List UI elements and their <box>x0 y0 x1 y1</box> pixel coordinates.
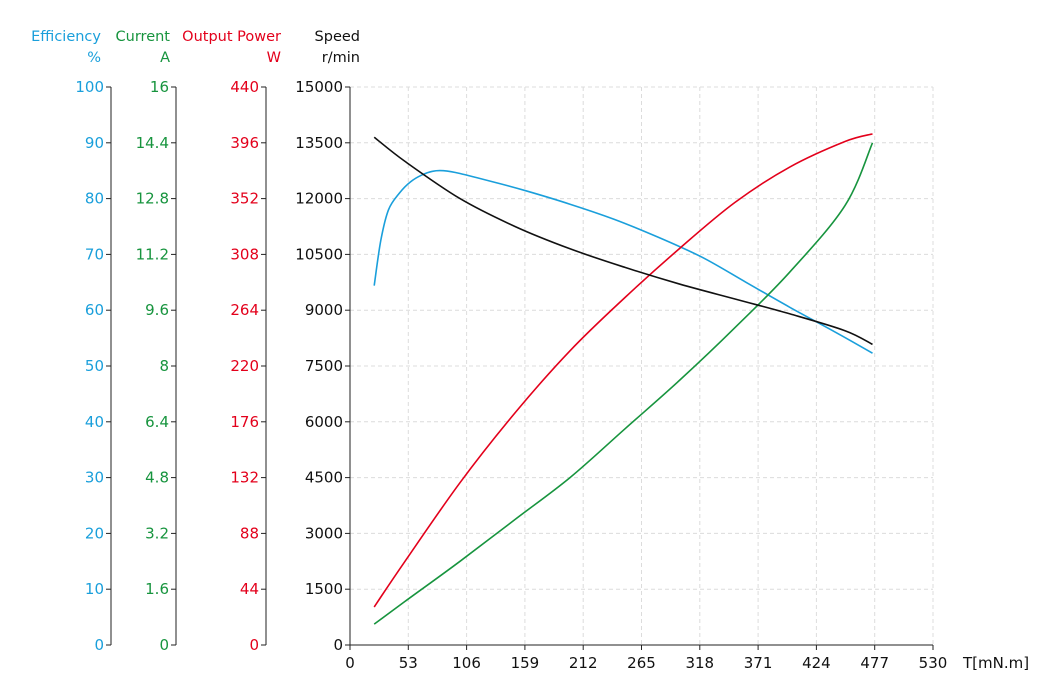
speed-tick-label: 13500 <box>295 134 343 152</box>
power-tick-label: 88 <box>240 524 259 542</box>
current-tick-label: 4.8 <box>145 469 169 487</box>
current-tick-label: 6.4 <box>145 413 169 431</box>
current-tick-label: 12.8 <box>136 190 169 208</box>
efficiency-tick-label: 100 <box>75 78 104 96</box>
efficiency-tick-label: 50 <box>85 357 104 375</box>
power-tick-label: 44 <box>240 580 259 598</box>
efficiency-tick-label: 0 <box>94 636 104 654</box>
speed-tick-label: 15000 <box>295 78 343 96</box>
x-tick-label: 53 <box>399 654 418 672</box>
power-tick-label: 176 <box>230 413 259 431</box>
power-tick-label: 396 <box>230 134 259 152</box>
x-tick-label: 318 <box>685 654 714 672</box>
efficiency-tick-label: 80 <box>85 190 104 208</box>
speed-tick-label: 12000 <box>295 190 343 208</box>
x-tick-label: 159 <box>511 654 540 672</box>
x-tick-label: 212 <box>569 654 598 672</box>
speed-tick-label: 1500 <box>305 580 343 598</box>
efficiency-tick-label: 60 <box>85 301 104 319</box>
current-tick-label: 0 <box>159 636 169 654</box>
x-tick-label: 106 <box>452 654 481 672</box>
efficiency-axis-unit: % <box>87 50 101 66</box>
speed-tick-label: 4500 <box>305 469 343 487</box>
current-axis-unit: A <box>160 50 170 66</box>
x-tick-label: 371 <box>744 654 773 672</box>
efficiency-tick-label: 70 <box>85 245 104 263</box>
efficiency-curve <box>373 169 873 354</box>
efficiency-tick-label: 40 <box>85 413 104 431</box>
current-curve <box>373 142 874 625</box>
x-tick-label: 424 <box>802 654 831 672</box>
efficiency-axis-title: Efficiency <box>31 29 101 45</box>
power-tick-label: 352 <box>230 190 259 208</box>
x-axis-label: T[mN.m] <box>962 654 1029 672</box>
power-tick-label: 264 <box>230 301 259 319</box>
speed-tick-label: 3000 <box>305 524 343 542</box>
current-axis-title: Current <box>116 29 171 45</box>
axes: 0 53 106 159 212 265 318 371 424 477 530 T[mN.m] 0 10… <box>75 78 1029 672</box>
speed-tick-label: 0 <box>333 636 343 654</box>
axis-titles: Efficiency% Current A Output Power W Speed r/m… <box>31 29 360 66</box>
x-tick-label: 265 <box>627 654 656 672</box>
speed-curve <box>373 136 873 346</box>
current-tick-label: 1.6 <box>145 580 169 598</box>
speed-tick-label: 10500 <box>295 245 343 263</box>
x-tick-label: 0 <box>345 654 355 672</box>
grid <box>350 86 934 645</box>
current-tick-label: 8 <box>159 357 169 375</box>
x-tick-label: 477 <box>860 654 889 672</box>
x-tick-label: 530 <box>919 654 948 672</box>
power-tick-label: 220 <box>230 357 259 375</box>
power-axis-unit: W <box>267 50 281 66</box>
speed-tick-label: 7500 <box>305 357 343 375</box>
series-lines <box>373 133 874 625</box>
speed-axis-unit: r/min <box>322 50 360 66</box>
power-tick-label: 308 <box>230 245 259 263</box>
current-tick-label: 3.2 <box>145 524 169 542</box>
efficiency-tick-label: 10 <box>85 580 104 598</box>
current-tick-label: 14.4 <box>136 134 169 152</box>
current-tick-label: 11.2 <box>136 245 169 263</box>
power-tick-label: 0 <box>249 636 259 654</box>
power-tick-label: 440 <box>230 78 259 96</box>
speed-tick-label: 9000 <box>305 301 343 319</box>
power-tick-label: 132 <box>230 469 259 487</box>
power-axis-title: Output Power <box>182 29 281 45</box>
speed-tick-label: 6000 <box>305 413 343 431</box>
power-curve <box>373 133 873 608</box>
efficiency-tick-label: 20 <box>85 524 104 542</box>
current-tick-label: 9.6 <box>145 301 169 319</box>
current-tick-label: 16 <box>150 78 169 96</box>
efficiency-tick-label: 30 <box>85 469 104 487</box>
efficiency-tick-label: 90 <box>85 134 104 152</box>
speed-axis-title: Speed <box>315 29 360 45</box>
